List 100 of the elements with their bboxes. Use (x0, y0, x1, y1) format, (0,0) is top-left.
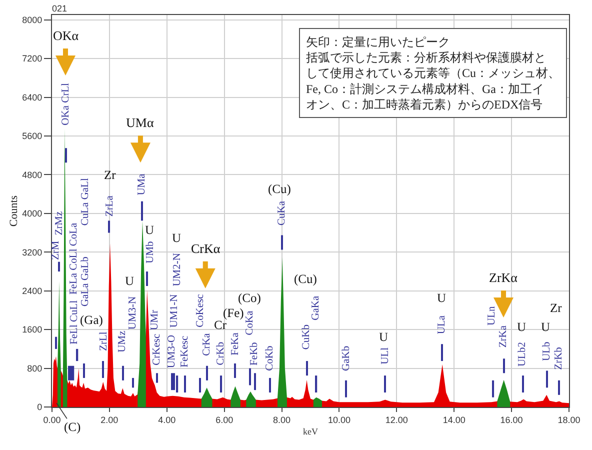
annotation: CrKb (216, 342, 227, 366)
annotation: U (172, 231, 182, 245)
bar (558, 380, 560, 395)
annotation: UMa (136, 173, 148, 196)
bar (55, 336, 57, 349)
bar (132, 378, 134, 388)
x-tick-label: 16.00 (500, 414, 523, 425)
bar (249, 368, 251, 386)
annotation: ZrLl (98, 332, 110, 351)
x-tick-label: 6.00 (216, 414, 234, 425)
annotation: 括弧で示した元素：分析系材料や保護膜材として使用されている元素等（Cu：メッシュ材、Fe, Co：計測システム構成材料、Ga：加工イオン、C：加工時蒸着元素）からのEDX信号 (306, 50, 560, 112)
annotation: UMr (150, 309, 161, 330)
bar (522, 376, 524, 392)
bar (269, 378, 271, 392)
annotation: U (145, 223, 154, 237)
bar (176, 376, 178, 392)
annotation: ZrMz (54, 211, 66, 236)
bar (492, 380, 494, 398)
annotation: (Co) (238, 291, 261, 305)
bar (306, 361, 308, 376)
y-tick-label: 6400 (22, 92, 42, 102)
y-tick-label: 4000 (22, 208, 42, 219)
y-tick-label: 3200 (22, 247, 42, 258)
bar (234, 363, 236, 378)
annotation: ZrKa (498, 325, 509, 348)
annotation: UM1-N (169, 294, 180, 328)
bar (220, 376, 222, 392)
bar (384, 376, 386, 392)
annotation: CoKesc (195, 294, 206, 328)
x-tick-label: 4.00 (158, 414, 176, 425)
annotation: CrKa (202, 332, 213, 356)
bar (108, 220, 110, 233)
annotation: U (437, 291, 446, 305)
y-tick-label: 0 (37, 402, 42, 412)
bar (102, 361, 104, 378)
annotation: UMb (145, 241, 156, 264)
annotation: UMz (116, 330, 128, 352)
annotation: UM3-O (166, 334, 178, 368)
bar (72, 366, 74, 380)
x-tick-label: 0.00 (43, 414, 61, 425)
annotation: UM3-N (127, 296, 138, 330)
bar (171, 373, 173, 390)
annotation: CoKa (244, 310, 256, 336)
chart-title: 021 (52, 3, 68, 14)
annotation: CoKb (264, 346, 276, 371)
bar (83, 363, 85, 378)
bar (65, 148, 67, 163)
annotation: GaLa GaLb (80, 256, 92, 306)
bar (546, 370, 548, 388)
annotation: ULa (436, 315, 448, 334)
annotation: ULb2 (516, 342, 528, 367)
x-tick-label: 18.00 (558, 414, 580, 425)
annotation: UMα (126, 115, 154, 130)
bar (146, 271, 148, 286)
annotation: ZrM (50, 240, 62, 260)
annotation: GaKa (310, 295, 322, 320)
annotation: CrKesc (151, 334, 162, 366)
x-tick-label: 12.00 (385, 414, 408, 425)
bar (184, 376, 186, 392)
annotation: OKa CrLl (60, 82, 72, 126)
annotation: ULl (380, 347, 391, 364)
annotation: UM2-N (172, 252, 184, 286)
bar (199, 378, 201, 392)
y-tick-label: 4800 (22, 170, 42, 180)
y-tick-label: 8000 (22, 14, 42, 25)
bar (141, 201, 143, 221)
bar (281, 235, 283, 250)
annotation: (C) (64, 420, 81, 434)
annotation: CuKa (276, 200, 288, 226)
annotation: (Fe) (223, 306, 244, 320)
annotation: Zr (550, 301, 563, 315)
annotation: FeLl CuLl (68, 300, 80, 344)
annotation: ULn (486, 306, 498, 326)
annotation: ZrKα (489, 270, 518, 285)
bar (173, 373, 175, 390)
annotation: (Cu) (294, 272, 317, 286)
annotation: FeKb (249, 342, 260, 366)
bar (315, 376, 318, 392)
annotation: U (125, 274, 134, 288)
annotation: FeKesc (180, 336, 191, 368)
y-axis-title: Counts (8, 195, 20, 227)
annotation: CuKb (300, 324, 312, 350)
annotation: FeKa (230, 332, 242, 356)
annotation: CrKα (191, 241, 220, 256)
bar (68, 366, 70, 380)
annotation: U (517, 320, 526, 334)
y-tick-label: 5600 (22, 131, 42, 142)
annotation: ZrKb (554, 347, 565, 370)
annotation: Cr (214, 318, 228, 332)
bar (58, 262, 60, 272)
x-tick-label: 2.00 (100, 414, 118, 425)
annotation: CuLa GaLl (80, 178, 91, 226)
annotation: ZrLa (104, 195, 116, 217)
bar (441, 344, 443, 362)
annotation: (Cu) (268, 182, 291, 196)
bar (206, 366, 208, 380)
bar (345, 380, 347, 398)
annotation: (Ga) (80, 313, 103, 327)
annotation: ULb (541, 342, 552, 361)
annotation: U (541, 320, 550, 334)
